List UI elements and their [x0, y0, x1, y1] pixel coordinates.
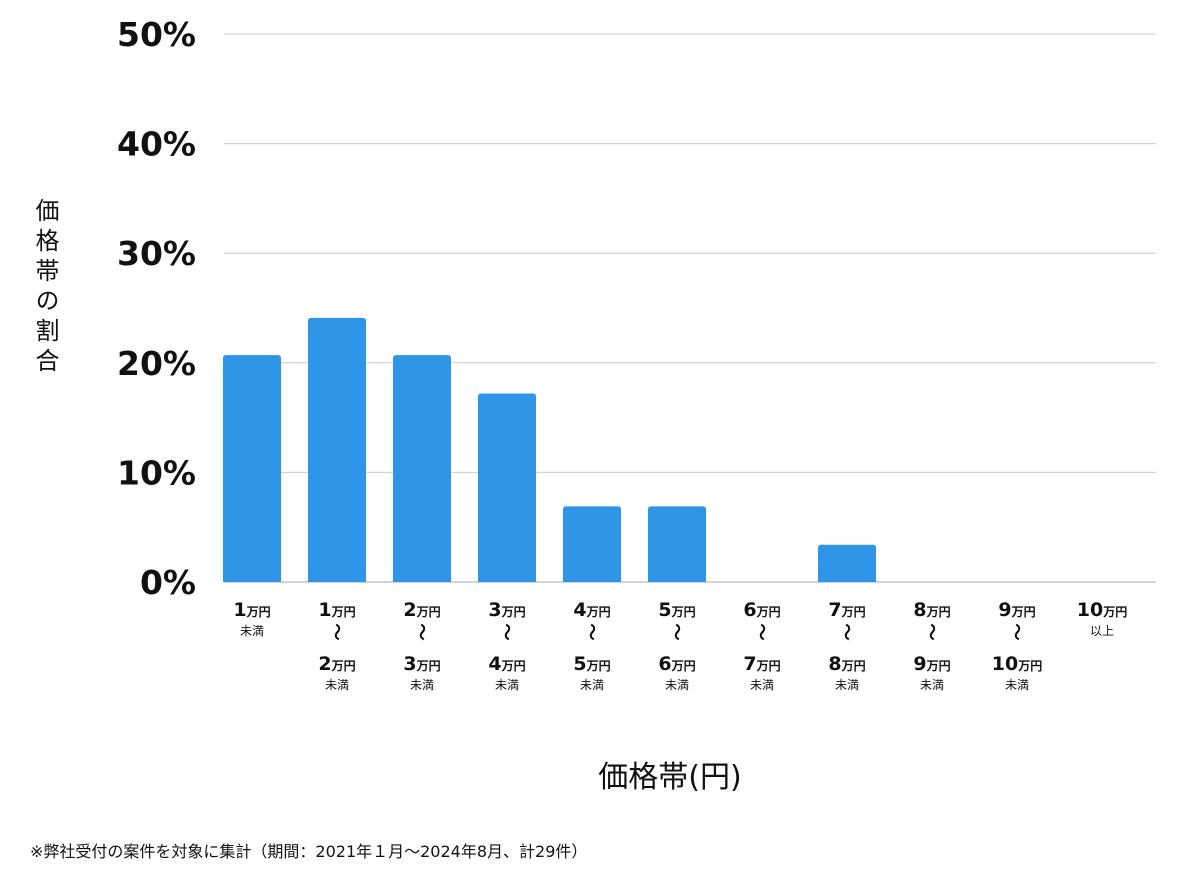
y-tick-label: 40%	[117, 125, 196, 164]
x-tick-label-suffix: 未満	[410, 678, 434, 692]
x-tick-label-suffix: 未満	[325, 678, 349, 692]
x-tick-label-from: 1万円	[233, 599, 270, 621]
bar	[818, 544, 876, 582]
x-tick-label-from: 1万円	[318, 599, 355, 621]
x-tick-range-mark: 〜	[921, 624, 941, 641]
y-tick-label: 20%	[117, 344, 196, 383]
x-tick-label-from: 5万円	[658, 599, 695, 621]
bar	[563, 506, 621, 582]
x-tick-range-mark: 〜	[666, 624, 686, 641]
x-tick-label-to: 2万円	[318, 653, 355, 675]
x-tick-label-from: 7万円	[828, 599, 865, 621]
footnote: ※弊社受付の案件を対象に集計（期間：2021年１月〜2024年8月、計29件）	[30, 842, 588, 861]
x-axis-label: 価格帯(円)	[598, 760, 742, 795]
bar	[478, 393, 536, 582]
x-tick-label-to: 9万円	[913, 653, 950, 675]
y-tick-label: 10%	[117, 453, 196, 492]
bar	[223, 355, 281, 582]
y-tick-label: 30%	[117, 234, 196, 273]
x-tick-label-suffix: 未満	[1005, 678, 1029, 692]
x-tick-label-from: 3万円	[488, 599, 525, 621]
x-tick-label-from: 6万円	[743, 599, 780, 621]
x-tick-range-mark: 〜	[836, 624, 856, 641]
x-tick-label-to: 3万円	[403, 653, 440, 675]
x-tick-label-suffix: 未満	[835, 678, 859, 692]
x-tick-range-mark: 〜	[581, 624, 601, 641]
x-tick-label-suffix: 以上	[1090, 624, 1114, 638]
x-tick-label-from: 10万円	[1077, 599, 1127, 621]
x-tick-label-to: 7万円	[743, 653, 780, 675]
x-tick-label-suffix: 未満	[495, 678, 519, 692]
x-tick-label-to: 4万円	[488, 653, 525, 675]
x-tick-label-suffix: 未満	[920, 678, 944, 692]
x-tick-range-mark: 〜	[751, 624, 771, 641]
x-tick-label-from: 4万円	[573, 599, 610, 621]
x-tick-range-mark: 〜	[411, 624, 431, 641]
y-tick-label: 0%	[140, 563, 196, 602]
x-tick-range-mark: 〜	[326, 624, 346, 641]
x-tick-label-suffix: 未満	[580, 678, 604, 692]
x-tick-label-from: 9万円	[998, 599, 1035, 621]
x-tick-label-from: 8万円	[913, 599, 950, 621]
bar	[648, 506, 706, 582]
x-tick-label-suffix: 未満	[665, 678, 689, 692]
y-axis-label: 価格帯の割合	[31, 198, 59, 378]
x-tick-label-from: 2万円	[403, 599, 440, 621]
bar	[393, 355, 451, 582]
x-tick-label-to: 8万円	[828, 653, 865, 675]
x-tick-label-to: 10万円	[992, 653, 1042, 675]
y-tick-label: 50%	[117, 15, 196, 54]
x-tick-label-suffix: 未満	[750, 678, 774, 692]
x-tick-label-to: 5万円	[573, 653, 610, 675]
x-tick-label-to: 6万円	[658, 653, 695, 675]
bar	[308, 317, 366, 582]
x-tick-label-suffix: 未満	[240, 624, 264, 638]
x-tick-range-mark: 〜	[496, 624, 516, 641]
x-tick-range-mark: 〜	[1006, 624, 1026, 641]
